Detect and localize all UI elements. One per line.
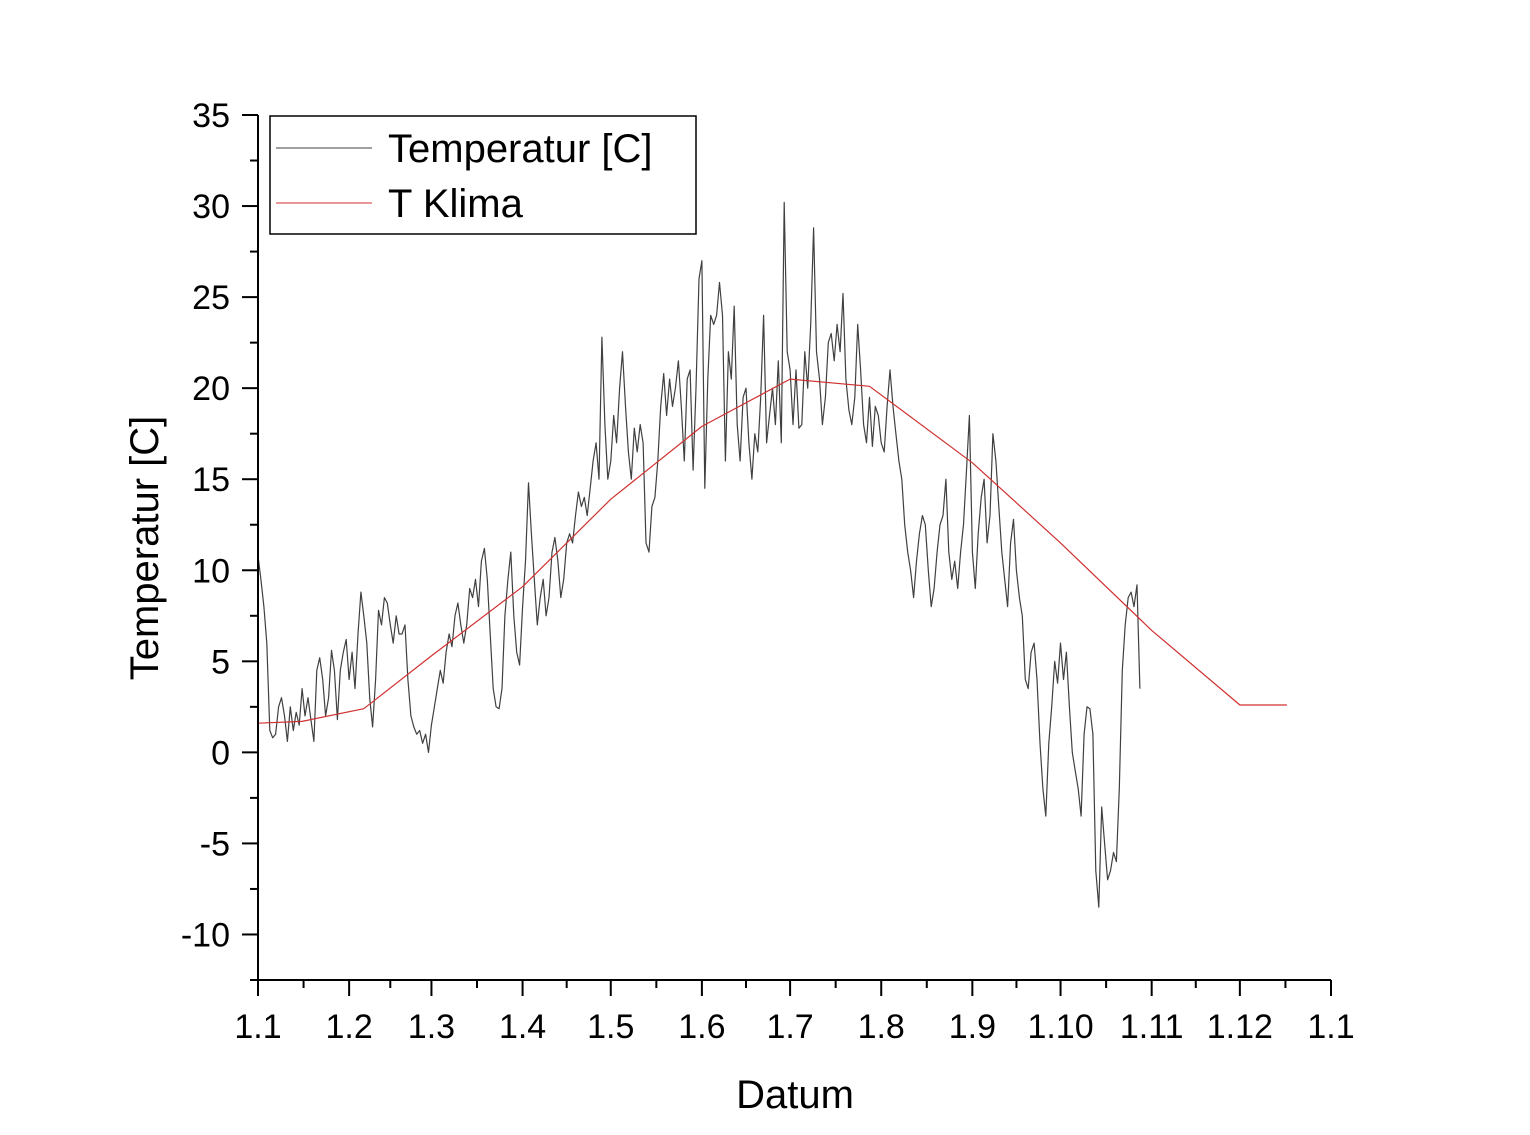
y-tick-label: -5 — [200, 825, 230, 863]
y-tick-label: 10 — [192, 552, 230, 590]
legend-label-temperatur: Temperatur [C] — [388, 127, 653, 171]
x-tick-label: 1.8 — [858, 1008, 905, 1046]
y-tick-label: 15 — [192, 461, 230, 499]
x-tick-label: 1.7 — [766, 1008, 813, 1046]
legend-label-t-klima: T Klima — [388, 182, 524, 226]
x-tick-label: 1.9 — [949, 1008, 996, 1046]
y-tick-label: 0 — [211, 734, 230, 772]
y-tick-label: -10 — [181, 916, 230, 954]
x-tick-label: 1.3 — [408, 1008, 455, 1046]
x-tick-label: 1.1 — [234, 1008, 281, 1046]
plot-area — [257, 201, 1287, 908]
legend-box — [269, 115, 697, 235]
x-tick-label: 1.12 — [1207, 1008, 1273, 1046]
x-tick-label: 1.2 — [325, 1008, 372, 1046]
y-axis-title: Temperatur [C] — [123, 416, 167, 681]
y-tick-label: 25 — [192, 279, 230, 317]
y-tick-label: 30 — [192, 188, 230, 226]
legend: Temperatur [C] T Klima — [269, 115, 697, 235]
x-tick-label: 1.1 — [1307, 1008, 1354, 1046]
x-tick-label: 1.5 — [587, 1008, 634, 1046]
x-tick-label: 1.6 — [678, 1008, 725, 1046]
series-line-temperatur — [257, 201, 1141, 908]
x-axis-title: Datum — [736, 1073, 854, 1117]
y-tick-label: 35 — [192, 97, 230, 135]
series-line-t-klima — [257, 378, 1287, 724]
y-tick-label: 20 — [192, 370, 230, 408]
x-tick-label: 1.4 — [499, 1008, 546, 1046]
x-tick-label: 1.10 — [1027, 1008, 1093, 1046]
axes: -10 -5 0 5 10 15 20 25 30 35 1.1 1.2 1.3 1.4 1.5 1.6 1.7… — [181, 97, 1355, 1046]
y-tick-label: 5 — [211, 643, 230, 681]
x-tick-label: 1.11 — [1120, 1008, 1184, 1046]
